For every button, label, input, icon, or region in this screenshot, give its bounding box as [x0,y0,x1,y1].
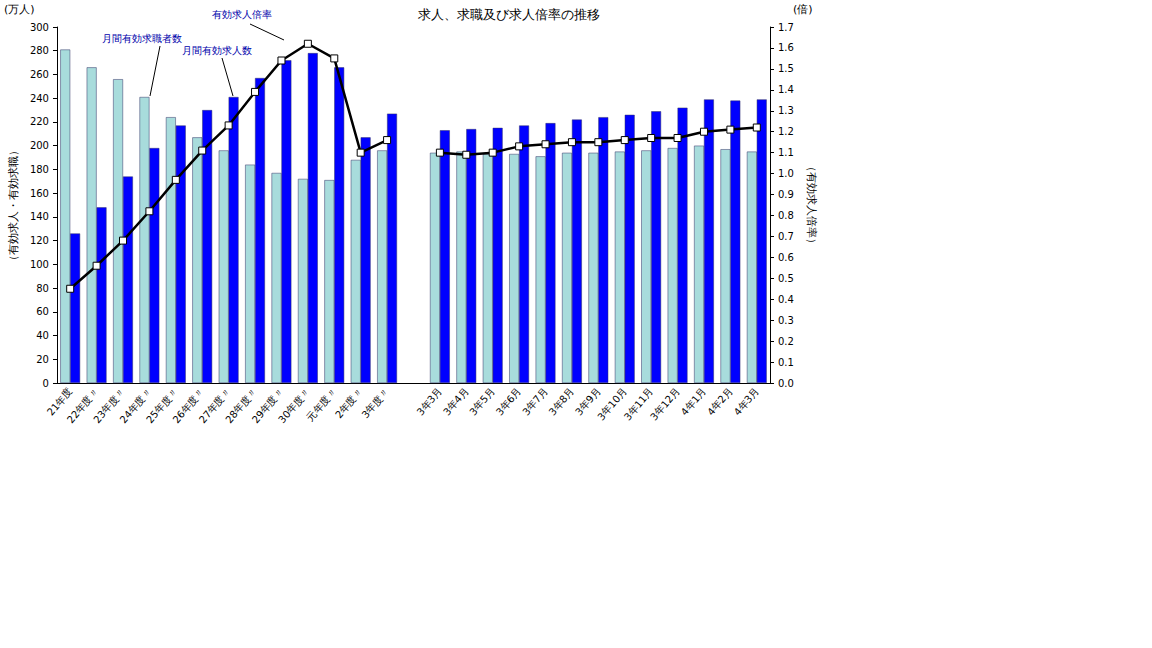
svg-text:（有効求人・有効求職）: （有効求人・有効求職） [7,145,20,266]
svg-text:3年9月: 3年9月 [573,385,603,418]
svg-text:元年度〃: 元年度〃 [304,385,338,423]
svg-text:0.5: 0.5 [778,273,794,284]
svg-text:26年度〃: 26年度〃 [170,385,207,426]
svg-text:1.1: 1.1 [778,147,794,158]
svg-text:(万人): (万人) [4,3,35,16]
svg-text:3年6月: 3年6月 [494,385,523,417]
svg-text:180: 180 [30,164,49,175]
svg-text:80: 80 [36,283,49,294]
svg-text:求人、求職及び求人倍率の推移: 求人、求職及び求人倍率の推移 [418,7,600,22]
svg-text:1.3: 1.3 [778,105,794,116]
svg-text:27年度〃: 27年度〃 [197,385,233,426]
svg-text:160: 160 [30,188,49,199]
svg-text:3年7月: 3年7月 [520,385,549,417]
svg-text:0.3: 0.3 [778,315,794,326]
svg-text:0.0: 0.0 [778,378,794,389]
svg-text:25年度〃: 25年度〃 [144,385,180,426]
svg-text:3年5月: 3年5月 [467,385,496,417]
svg-text:29年度〃: 29年度〃 [249,385,286,426]
svg-text:23年度〃: 23年度〃 [91,385,128,426]
svg-text:20: 20 [36,354,49,365]
svg-text:260: 260 [30,69,49,80]
svg-text:60: 60 [36,306,49,317]
svg-text:120: 120 [30,235,49,246]
svg-text:1.6: 1.6 [778,42,794,53]
svg-text:1.4: 1.4 [778,84,794,95]
svg-text:有効求人倍率: 有効求人倍率 [212,9,272,20]
svg-text:3年10月: 3年10月 [595,385,629,423]
svg-text:0.8: 0.8 [778,210,794,221]
svg-text:1.2: 1.2 [778,126,794,137]
svg-text:3年11月: 3年11月 [621,385,656,423]
svg-text:1.7: 1.7 [778,22,794,33]
svg-text:100: 100 [30,259,49,270]
svg-text:月間有効求職者数: 月間有効求職者数 [102,33,182,44]
svg-text:240: 240 [30,93,49,104]
svg-text:4年1月: 4年1月 [679,385,708,417]
svg-text:280: 280 [30,45,49,56]
svg-text:0.2: 0.2 [778,336,794,347]
svg-text:0.4: 0.4 [778,294,794,305]
svg-text:0.7: 0.7 [778,231,794,242]
svg-text:1.0: 1.0 [778,168,794,179]
svg-text:4年2月: 4年2月 [705,385,734,417]
svg-text:0.6: 0.6 [778,252,794,263]
svg-text:22年度〃: 22年度〃 [64,385,101,426]
svg-text:3年度〃: 3年度〃 [359,385,391,420]
svg-text:3年4月: 3年4月 [441,385,470,417]
svg-text:30年度〃: 30年度〃 [276,385,313,426]
svg-text:1.5: 1.5 [778,63,794,74]
svg-text:0.9: 0.9 [778,189,794,200]
svg-text:3年3月: 3年3月 [415,385,444,417]
svg-text:(倍): (倍) [793,3,813,16]
svg-text:220: 220 [30,116,49,127]
svg-text:4年3月: 4年3月 [732,385,761,417]
svg-text:0.1: 0.1 [778,357,794,368]
svg-text:2年度〃: 2年度〃 [333,385,365,420]
svg-text:3年12月: 3年12月 [648,385,682,422]
svg-text:40: 40 [36,330,49,341]
svg-text:0: 0 [43,378,49,389]
svg-text:21年度: 21年度 [44,385,75,418]
svg-text:（有効求人倍率）: （有効求人倍率） [805,161,818,249]
svg-text:24年度〃: 24年度〃 [117,385,154,426]
svg-text:300: 300 [30,22,49,33]
svg-text:3年8月: 3年8月 [547,385,576,417]
svg-text:28年度〃: 28年度〃 [223,385,260,426]
svg-text:200: 200 [30,140,49,151]
svg-text:140: 140 [30,211,49,222]
svg-text:月間有効求人数: 月間有効求人数 [182,45,252,56]
